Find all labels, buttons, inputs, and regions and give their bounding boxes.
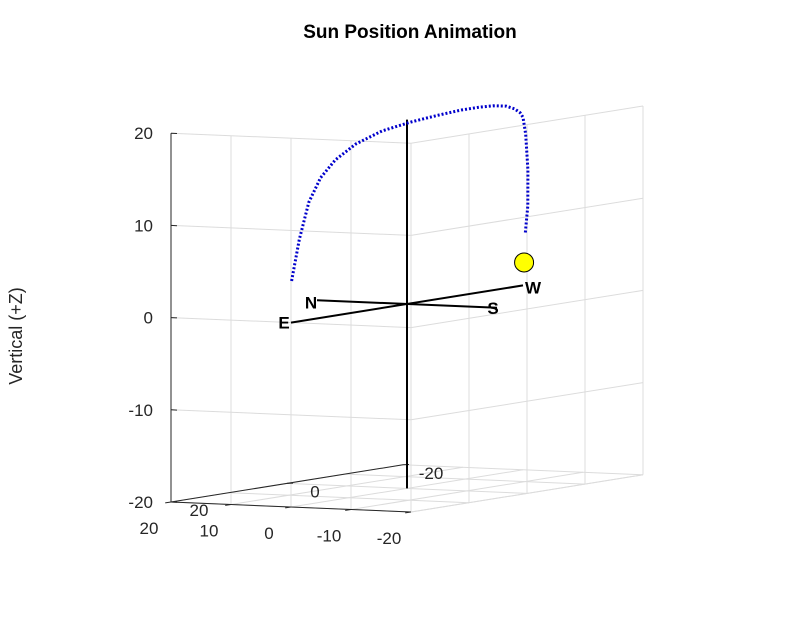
sun-path-layer [290,104,535,282]
sun-marker [514,252,535,273]
grid-line-back-z [410,197,644,236]
grid-line-side-z [170,224,412,236]
x-tick-label: 10 [200,522,219,541]
grid-line-floor-y [228,492,470,504]
compass-label-s: S [487,299,498,318]
grid-line-floor-x [230,466,464,505]
z-axis-label: Vertical (+Z) [6,287,26,385]
sun-path [290,104,530,282]
grid-line-back-z [410,289,644,329]
x-tick-mark [225,504,232,506]
z-tick-label: 10 [134,216,153,235]
z-tick-label: -10 [128,401,153,420]
x-tick-mark [405,511,412,514]
compass-label-w: W [525,278,542,297]
z-tick-label: -20 [128,493,153,512]
compass-labels: E W N S [278,278,542,332]
x-tick-mark [345,509,352,511]
grid-line-side-z [170,132,412,144]
z-tick-label: 20 [134,124,153,143]
compass-lines [290,119,524,489]
x-tick-mark [165,501,172,504]
x-tick-mark [285,506,292,509]
y-tick-label: 0 [310,482,319,501]
x-tick-label: -20 [377,529,402,548]
x-tick-label: 20 [140,519,159,538]
tick-labels: 20 10 0 -10 -20 20 10 0 -10 -20 -20 0 20 [128,124,443,548]
compass-label-e: E [278,314,289,333]
y-tick-label: 20 [190,501,209,520]
chart-title: Sun Position Animation [303,22,517,43]
y-tick-label: -20 [419,464,444,483]
grid-line-back-z [410,105,644,144]
x-tick-label: 0 [264,524,273,543]
x-tick-label: -10 [317,527,342,546]
z-tick-label: 0 [144,309,153,328]
compass-label-n: N [305,293,317,312]
